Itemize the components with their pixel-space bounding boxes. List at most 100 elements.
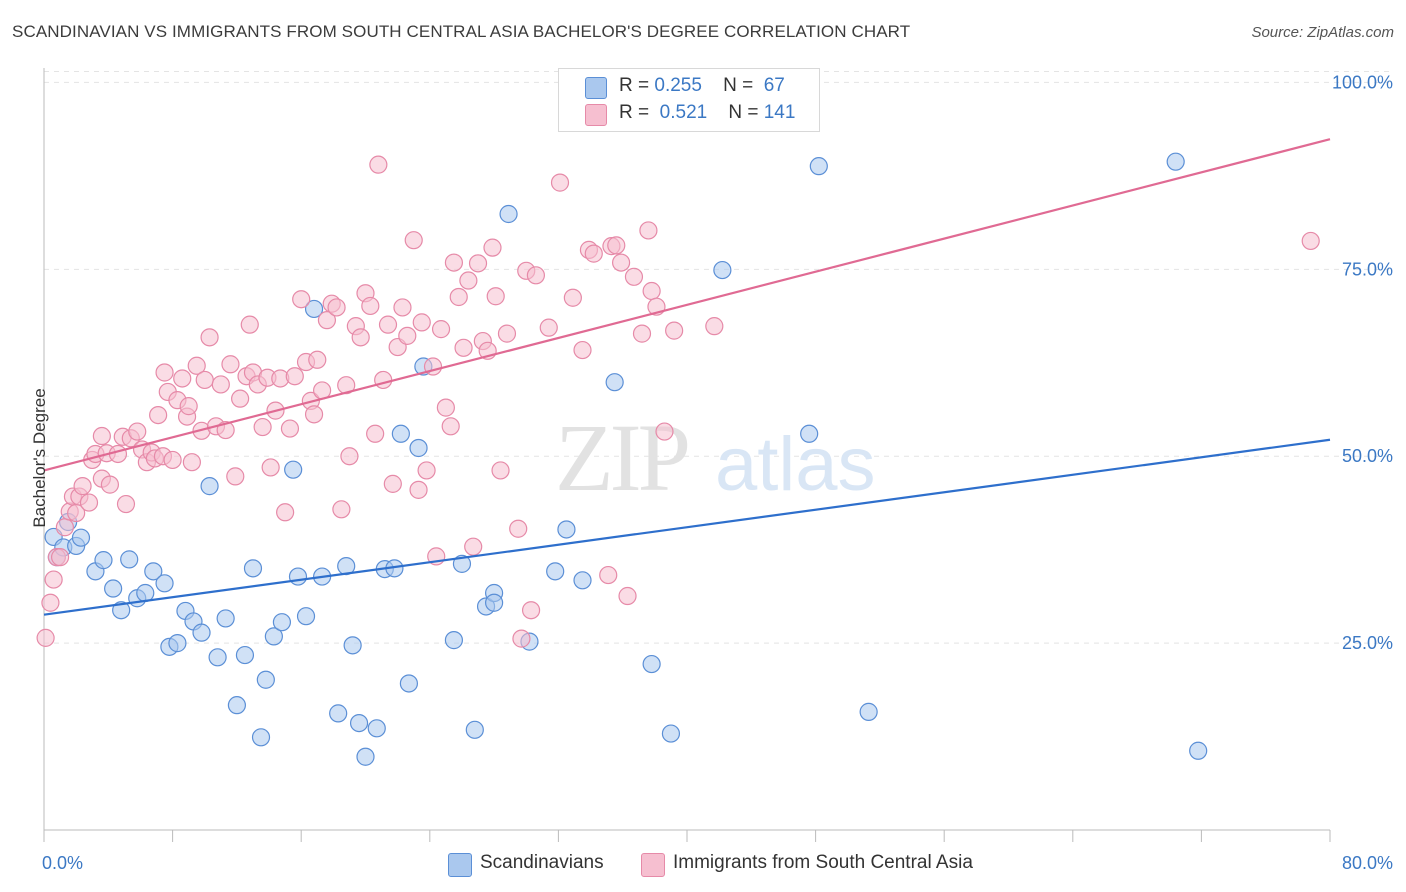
legend-n-label: N =	[728, 102, 759, 123]
data-point-blue	[264, 627, 283, 646]
data-point-blue	[168, 634, 187, 653]
data-point-pink	[1301, 231, 1320, 251]
data-point-blue	[288, 567, 308, 586]
data-point-pink	[44, 570, 63, 589]
svg-text:atlas: atlas	[715, 422, 876, 507]
legend-n-label: N =	[723, 75, 754, 96]
data-point-blue	[661, 724, 681, 743]
data-point-pink	[366, 424, 385, 443]
legend-swatch-blue	[585, 77, 607, 99]
data-point-pink	[308, 350, 327, 369]
legend-swatch-blue	[448, 853, 472, 877]
data-point-pink	[128, 422, 147, 441]
data-point-blue	[499, 204, 518, 224]
data-point-pink	[468, 254, 488, 273]
chart-grid	[44, 71, 1390, 644]
data-point-blue	[136, 583, 155, 603]
data-point-blue	[391, 424, 410, 443]
data-point-blue	[251, 728, 271, 747]
data-point-blue	[444, 631, 464, 650]
data-point-blue	[284, 460, 303, 479]
legend-label: Scandinavians	[480, 852, 604, 873]
legend-r-value: 0.255	[654, 75, 702, 96]
data-point-blue	[104, 579, 123, 598]
data-point-pink	[398, 326, 417, 345]
data-point-blue	[304, 299, 324, 319]
legend-r-label: R =	[619, 102, 650, 123]
data-point-blue	[859, 702, 878, 721]
data-point-pink	[404, 231, 423, 250]
data-point-pink	[182, 453, 201, 472]
data-point-pink	[573, 340, 592, 360]
legend-r-label: R =	[619, 75, 650, 96]
data-point-pink	[436, 398, 455, 417]
data-point-pink	[497, 324, 517, 343]
data-point-blue	[356, 747, 375, 766]
data-point-pink	[526, 266, 545, 285]
data-point-blue	[94, 551, 113, 570]
data-point-pink	[340, 447, 359, 466]
data-point-pink	[79, 493, 99, 512]
data-point-pink	[221, 355, 240, 374]
data-point-pink	[163, 450, 182, 470]
chart-title: SCANDINAVIAN VS IMMIGRANTS FROM SOUTH CE…	[12, 22, 911, 41]
y-tick-label: 50.0%	[1342, 446, 1393, 466]
data-point-pink	[211, 375, 230, 394]
data-point-pink	[361, 296, 380, 316]
data-point-pink	[521, 601, 541, 620]
data-point-blue	[155, 574, 174, 593]
data-point-pink	[642, 281, 661, 301]
y-tick-label: 100.0%	[1332, 72, 1393, 92]
data-point-pink	[624, 267, 644, 286]
data-point-pink	[231, 389, 250, 408]
data-point-pink	[187, 356, 206, 375]
data-point-blue	[329, 704, 348, 723]
data-point-pink	[599, 565, 618, 585]
data-point-blue	[349, 713, 369, 733]
data-point-pink	[92, 426, 111, 446]
chart-source: Source: ZipAtlas.com	[1251, 24, 1394, 41]
data-point-pink	[41, 593, 60, 612]
data-point-pink	[412, 313, 431, 332]
data-point-pink	[449, 287, 468, 307]
data-point-blue	[546, 562, 565, 581]
data-point-blue	[1189, 741, 1208, 760]
data-point-blue	[343, 636, 362, 655]
data-point-blue	[452, 554, 472, 573]
chart-trendlines	[43, 138, 1331, 616]
data-point-pink	[179, 397, 198, 416]
data-point-pink	[639, 221, 658, 240]
legend-n-value: 141	[763, 102, 796, 123]
data-point-pink	[509, 519, 528, 538]
data-point-pink	[454, 338, 473, 357]
data-point-pink	[36, 628, 55, 647]
data-point-blue	[208, 648, 227, 667]
data-point-pink	[55, 518, 74, 537]
data-point-pink	[50, 548, 70, 567]
data-point-pink	[705, 317, 724, 336]
data-point-pink	[292, 290, 311, 309]
data-point-pink	[369, 155, 388, 174]
data-point-blue	[200, 477, 219, 496]
data-point-blue	[409, 438, 428, 458]
data-point-pink	[155, 363, 174, 382]
chart-points	[36, 152, 1320, 766]
x-tick-label: 80.0%	[1342, 853, 1393, 873]
trendline-pink	[43, 138, 1331, 472]
data-point-pink	[441, 417, 460, 436]
data-point-pink	[409, 480, 428, 499]
data-point-pink	[550, 173, 570, 192]
legend-swatch-pink	[585, 104, 607, 126]
legend: R = 0.255 N = 67 R = 0.521 N = 141	[558, 68, 820, 132]
data-point-blue	[144, 562, 163, 581]
data-point-pink	[431, 320, 451, 339]
data-point-pink	[195, 370, 214, 390]
data-point-blue	[120, 550, 139, 569]
y-axis-label: Bachelor's Degree	[30, 388, 49, 528]
data-point-pink	[486, 287, 505, 306]
data-point-pink	[116, 494, 136, 514]
trendline-blue	[43, 438, 1331, 616]
data-point-blue	[272, 613, 292, 632]
chart-tick-labels: 25.0% 50.0% 75.0% 100.0% 0.0% 80.0%	[42, 72, 1393, 873]
data-point-pink	[539, 318, 558, 337]
